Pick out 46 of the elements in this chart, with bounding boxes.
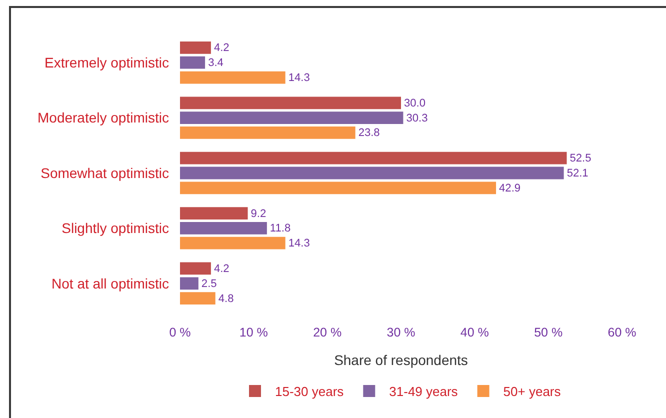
y-tick-label: Moderately optimistic [38, 110, 169, 126]
y-tick-label: Extremely optimistic [44, 54, 169, 70]
data-label: 4.2 [214, 42, 230, 54]
data-label: 4.2 [214, 263, 230, 276]
data-label: 30.0 [404, 97, 426, 110]
data-label: 4.8 [218, 292, 234, 305]
y-tick-label: Somewhat optimistic [40, 164, 169, 181]
legend-label: 50+ years [503, 384, 562, 400]
bar [180, 112, 404, 124]
bar [180, 56, 206, 69]
x-tick-label: 50 % [534, 326, 563, 340]
bar [180, 42, 211, 54]
legend-label: 15-30 years [275, 384, 344, 400]
bar [180, 96, 401, 110]
data-label: 42.9 [499, 182, 521, 194]
y-tick-label: Slightly optimistic [62, 220, 169, 236]
x-axis-title: Share of respondents [334, 352, 468, 368]
data-label: 30.3 [406, 112, 428, 124]
x-tick-label: 20 % [313, 326, 342, 340]
y-tick-label: Not at all optimistic [52, 275, 169, 292]
bar [180, 207, 248, 220]
bar [180, 152, 567, 164]
bar [180, 222, 267, 234]
x-tick-label: 10 % [239, 326, 268, 340]
data-label: 3.4 [208, 57, 224, 70]
data-label: 14.3 [288, 72, 310, 84]
data-label: 2.5 [201, 278, 217, 290]
bar [180, 277, 198, 290]
bar [180, 262, 211, 275]
bar [180, 182, 496, 194]
x-tick-label: 0 % [169, 326, 191, 340]
bar [180, 292, 216, 304]
bar [180, 166, 564, 180]
data-label: 11.8 [270, 222, 291, 235]
x-tick-label: 60 % [608, 326, 636, 340]
data-label: 52.5 [570, 152, 592, 165]
data-label: 23.8 [358, 127, 380, 140]
x-tick-label: 30 % [386, 326, 416, 340]
legend-label: 31-49 years [389, 384, 458, 400]
bar [180, 236, 286, 250]
bar [180, 71, 286, 84]
data-label: 9.2 [250, 208, 266, 220]
x-tick-label: 40 % [460, 326, 489, 340]
bar [180, 126, 356, 139]
data-label: 14.3 [288, 238, 310, 250]
data-label: 52.1 [566, 168, 588, 180]
